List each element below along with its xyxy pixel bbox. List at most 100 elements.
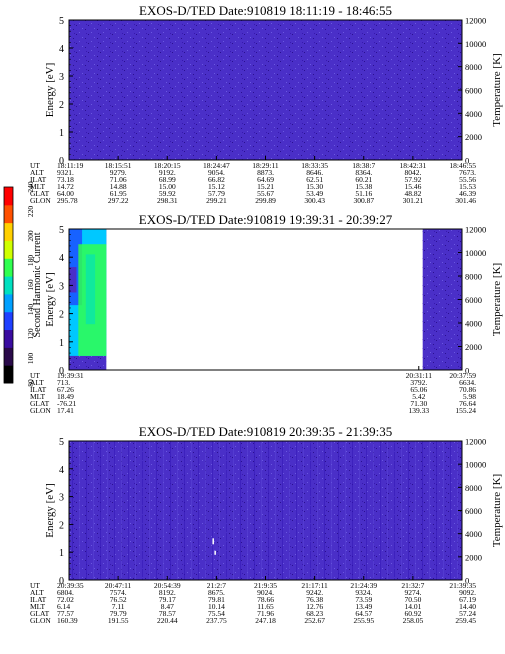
heatmap-streaks xyxy=(69,441,462,580)
colorbar-label: Second Harmonic Current xyxy=(32,232,43,337)
orbit-cell: 6634. xyxy=(459,378,476,387)
orbit-cell: 76.64 xyxy=(459,399,476,408)
orbit-row-label: GLAT xyxy=(30,609,50,618)
orbit-cell: 78.66 xyxy=(257,595,274,604)
orbit-cell: 18:38:7 xyxy=(352,161,375,170)
orbit-cell: 8675. xyxy=(208,588,225,597)
orbit-cell: 21:2:7 xyxy=(207,581,226,590)
colorbar-tick-label: 240 xyxy=(26,181,35,193)
orbit-cell: 9192. xyxy=(159,168,176,177)
orbit-row-label: GLAT xyxy=(30,399,50,408)
orbit-cell: 9274. xyxy=(404,588,421,597)
orbit-cell: 57.24 xyxy=(459,609,476,618)
orbit-cell: 12.76 xyxy=(306,602,323,611)
colorbar-swatch xyxy=(4,276,13,295)
colorbar-swatch xyxy=(4,258,13,277)
orbit-cell: 21:24:39 xyxy=(350,581,377,590)
orbit-cell: 300.43 xyxy=(304,196,325,205)
orbit-cell: 71.96 xyxy=(257,609,274,618)
orbit-cell: 62.51 xyxy=(306,175,323,184)
orbit-cell: 8.47 xyxy=(161,602,174,611)
orbit-cell: 7574. xyxy=(110,588,127,597)
orbit-cell: 8873. xyxy=(257,168,274,177)
colorbar-tick-label: 160 xyxy=(26,279,35,291)
orbit-cell: 18:33:35 xyxy=(301,161,328,170)
y2-axis-label: Temperature [K] xyxy=(491,474,503,547)
y2-tick-label: 0 xyxy=(465,156,469,166)
orbit-row-label: ILAT xyxy=(30,385,47,394)
y2-tick-label: 4000 xyxy=(465,529,482,539)
orbit-cell: 9279. xyxy=(110,168,127,177)
orbit-cell: 78.57 xyxy=(159,609,176,618)
y-tick-label: 2 xyxy=(59,100,64,111)
colorbar-swatch xyxy=(4,187,13,206)
orbit-cell: 191.55 xyxy=(108,616,129,625)
y2-tick-label: 4000 xyxy=(465,109,482,119)
orbit-cell: 15.46 xyxy=(404,182,421,191)
orbit-cell: 7.11 xyxy=(112,602,125,611)
orbit-cell: 6.14 xyxy=(57,602,70,611)
colorbar-tick-label: 220 xyxy=(26,206,35,218)
y2-tick-label: 8000 xyxy=(465,272,482,282)
orbit-row-label: UT xyxy=(30,161,40,170)
orbit-row-label: MLT xyxy=(30,182,46,191)
orbit-cell: 55.67 xyxy=(257,189,274,198)
orbit-cell: 70.86 xyxy=(459,385,476,394)
orbit-cell: 14.72 xyxy=(57,182,74,191)
orbit-cell: 75.54 xyxy=(208,609,225,618)
colorbar-swatch xyxy=(4,240,13,259)
orbit-cell: 65.06 xyxy=(410,385,427,394)
orbit-cell: 13.49 xyxy=(355,602,372,611)
orbit-cell: 72.02 xyxy=(57,595,74,604)
y-axis-label: Energy [eV] xyxy=(44,272,56,326)
orbit-cell: 295.78 xyxy=(57,196,78,205)
orbit-cell: 21:39:35 xyxy=(449,581,476,590)
orbit-cell: 14.40 xyxy=(459,602,476,611)
colorbar-tick-label: 100 xyxy=(26,353,35,365)
orbit-cell: 9024. xyxy=(257,588,274,597)
orbit-cell: 79.17 xyxy=(159,595,176,604)
orbit-row-label: MLT xyxy=(30,392,46,401)
bright-region-cyan xyxy=(85,254,96,325)
orbit-cell: 3792. xyxy=(410,378,427,387)
y-tick-label: 3 xyxy=(59,72,64,83)
orbit-cell: 301.21 xyxy=(403,196,424,205)
y-tick-label: 5 xyxy=(59,437,64,448)
orbit-cell: 155.24 xyxy=(455,406,476,415)
orbit-cell: 255.95 xyxy=(353,616,374,625)
panel-title: EXOS-D/TED Date:910819 20:39:35 - 21:39:… xyxy=(139,424,392,439)
orbit-cell: 220.44 xyxy=(157,616,178,625)
orbit-cell: 9321. xyxy=(57,168,74,177)
orbit-cell: 66.82 xyxy=(208,175,225,184)
orbit-cell: 18:46:55 xyxy=(449,161,476,170)
orbit-cell: 299.89 xyxy=(255,196,276,205)
y2-tick-label: 10000 xyxy=(465,460,486,470)
orbit-cell: 67.26 xyxy=(57,385,74,394)
plot-frame xyxy=(68,228,463,371)
y2-tick-label: 8000 xyxy=(465,483,482,493)
orbit-row-label: GLON xyxy=(30,616,51,625)
orbit-cell: 252.67 xyxy=(304,616,325,625)
orbit-row-label: GLON xyxy=(30,196,51,205)
colorbar-frame xyxy=(3,186,14,384)
colorbar-tick-label: 140 xyxy=(26,304,35,316)
colorbar-swatch xyxy=(4,293,13,313)
y2-tick-label: 10000 xyxy=(465,39,486,49)
colorbar-tick-label: 200 xyxy=(26,230,35,242)
y-tick-label: 0 xyxy=(59,366,64,377)
y2-tick-label: 0 xyxy=(465,366,469,376)
y2-tick-label: 6000 xyxy=(465,506,482,516)
orbit-cell: 5.98 xyxy=(463,392,476,401)
orbit-row-label: ILAT xyxy=(30,595,47,604)
colorbar-swatch xyxy=(4,222,13,241)
colorbar-swatch xyxy=(4,311,13,331)
white-speck xyxy=(212,538,214,545)
colorbar: 80 100 120 140 160 180 200 220 240 Second Harmoni… xyxy=(3,181,43,387)
orbit-cell: 73.59 xyxy=(355,595,372,604)
orbit-row-label: UT xyxy=(30,581,40,590)
colorbar-swatch xyxy=(4,329,13,348)
y2-tick-label: 12000 xyxy=(465,437,486,447)
colorbar-tick-label: 120 xyxy=(26,328,35,340)
y-tick-label: 5 xyxy=(59,16,64,27)
orbit-row-label: ILAT xyxy=(30,175,47,184)
